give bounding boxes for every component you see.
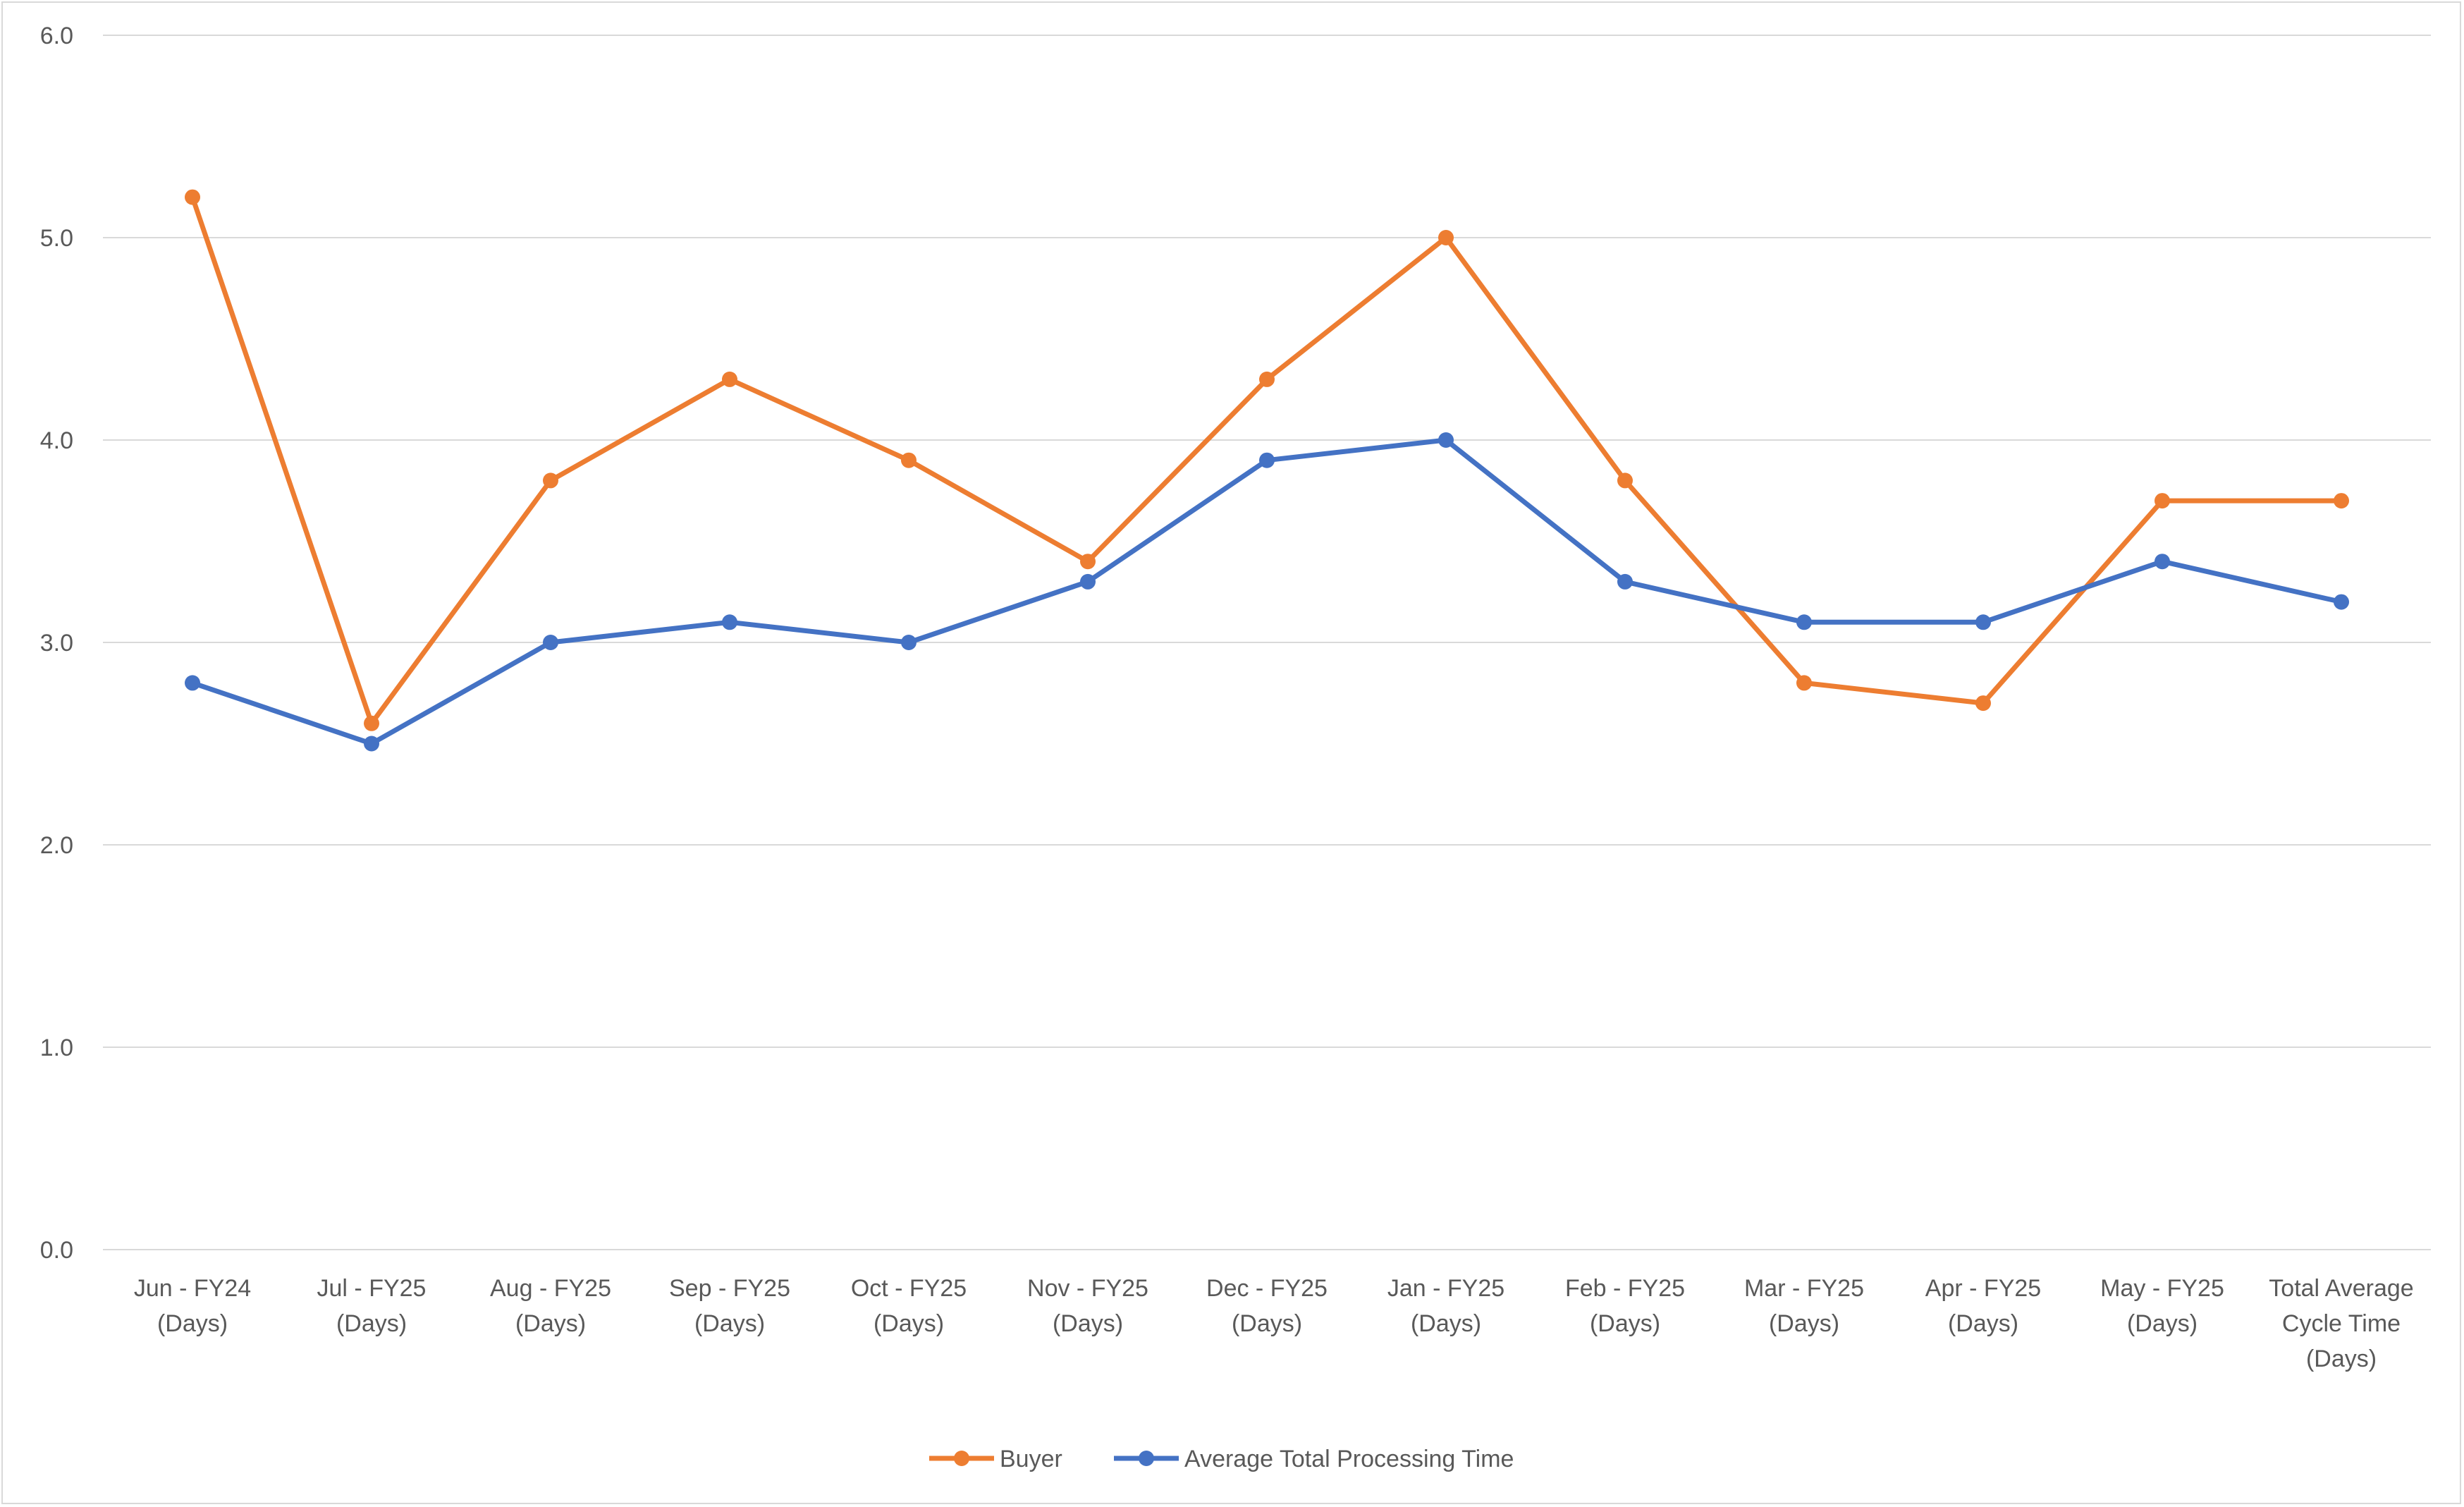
data-point [1617, 472, 1633, 489]
x-tick-label: Dec - FY25 (Days) [1206, 1275, 1328, 1337]
y-tick-label: 5.0 [40, 225, 73, 252]
x-tick-label: Jan - FY25 (Days) [1387, 1275, 1504, 1337]
data-point [185, 189, 200, 205]
data-point [1975, 695, 1991, 712]
data-point [2334, 493, 2349, 509]
series-line [190, 437, 2344, 746]
data-point [1975, 614, 1991, 630]
legend-item: Buyer [929, 1446, 1062, 1472]
data-point [1796, 675, 1812, 691]
x-axis-tick-labels: Jun - FY24 (Days) Jul - FY25 (Days) Aug - FY… [134, 1275, 2414, 1372]
data-point [1080, 554, 1096, 570]
data-point [722, 371, 737, 387]
data-point [364, 736, 379, 752]
data-point [1080, 573, 1096, 590]
data-point [543, 635, 558, 650]
x-tick-label: Feb - FY25 (Days) [1565, 1275, 1685, 1337]
data-point [1438, 432, 1454, 448]
y-tick-label: 0.0 [40, 1237, 73, 1264]
x-tick-label: Sep - FY25 (Days) [669, 1275, 790, 1337]
data-point [722, 614, 737, 630]
x-tick-label: Oct - FY25 (Days) [851, 1275, 967, 1337]
data-point [901, 635, 917, 650]
legend-swatch-marker [1139, 1451, 1154, 1466]
data-point [1259, 371, 1275, 387]
data-point [364, 715, 379, 731]
y-axis-tick-labels: 0.0 1.0 2.0 3.0 4.0 5.0 6.0 [40, 23, 73, 1264]
x-tick-label: May - FY25 (Days) [2100, 1275, 2224, 1337]
data-point [901, 452, 917, 468]
x-tick-label: Jul - FY25 (Days) [317, 1275, 427, 1337]
y-tick-label: 2.0 [40, 832, 73, 859]
data-point [2334, 594, 2349, 610]
x-tick-label: Aug - FY25 (Days) [490, 1275, 611, 1337]
y-tick-label: 1.0 [40, 1035, 73, 1061]
series-0 [185, 189, 2349, 731]
legend-item: Average Total Processing Time [1114, 1446, 1514, 1472]
data-point [1259, 452, 1275, 468]
legend-label: Average Total Processing Time [1184, 1446, 1514, 1472]
data-point [2155, 493, 2170, 509]
series-lines [185, 189, 2349, 752]
x-tick-label: Nov - FY25 (Days) [1027, 1275, 1148, 1337]
data-point [543, 472, 558, 489]
x-tick-label: Mar - FY25 (Days) [1744, 1275, 1864, 1337]
legend: Buyer Average Total Processing Time [929, 1446, 1514, 1472]
data-point [185, 675, 200, 691]
data-point [1796, 614, 1812, 630]
x-tick-label: Apr - FY25 (Days) [1925, 1275, 2041, 1337]
series-1 [185, 432, 2349, 752]
y-tick-label: 3.0 [40, 630, 73, 657]
legend-swatch-marker [954, 1451, 969, 1466]
data-point [2155, 554, 2170, 570]
y-tick-label: 6.0 [40, 23, 73, 49]
x-tick-label: Jun - FY24 (Days) [134, 1275, 251, 1337]
legend-label: Buyer [1000, 1446, 1062, 1472]
data-point [1617, 573, 1633, 590]
data-point [1438, 230, 1454, 245]
y-tick-label: 4.0 [40, 427, 73, 454]
gridlines [103, 35, 2431, 1250]
x-tick-label: Total Average Cycle Time (Days) [2269, 1275, 2413, 1372]
